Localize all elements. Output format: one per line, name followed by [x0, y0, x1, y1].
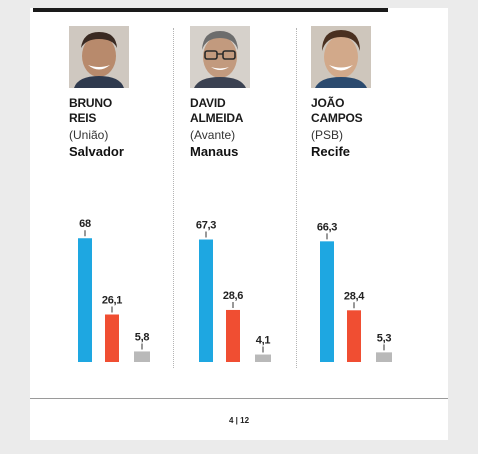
data-label: 68	[79, 218, 91, 230]
candidate-panel-1: BRUNO REIS (União) Salvador 68 26,1 5,8	[66, 22, 178, 372]
candidate-photo-1	[69, 26, 129, 88]
candidate-first-name: DAVID	[190, 96, 226, 110]
bar-chart-1: 68 26,1 5,8	[78, 218, 150, 362]
candidate-party-2: (Avante)	[190, 128, 236, 142]
page-number: 4 | 12	[228, 416, 250, 425]
bar-gray	[376, 352, 392, 362]
candidate-name-3: JOÃO CAMPOS	[311, 96, 421, 126]
candidate-first-name: BRUNO	[69, 96, 112, 110]
candidate-photo-2	[190, 26, 250, 88]
data-label: 5,8	[135, 331, 150, 343]
top-rule	[33, 8, 388, 12]
candidate-name-2: DAVID ALMEIDA	[190, 96, 300, 126]
panel-divider-1	[173, 28, 174, 368]
candidate-city-2: Manaus	[190, 144, 239, 159]
bar-chart-3: 66,3 28,4 5,3	[317, 221, 392, 362]
bar-red	[347, 310, 361, 362]
candidate-panel-2: DAVID ALMEIDA (Avante) Manaus 67,3 28,6 4,…	[187, 22, 299, 372]
candidate-city-3: Recife	[311, 144, 351, 159]
bar-red	[105, 314, 119, 362]
candidate-party-1: (União)	[69, 128, 109, 142]
candidate-last-name: REIS	[69, 111, 97, 125]
data-label: 4,1	[256, 335, 271, 347]
bar-blue	[199, 239, 213, 362]
candidate-photo-3	[311, 26, 371, 88]
data-label: 66,3	[317, 221, 337, 233]
data-label: 5,3	[377, 332, 392, 344]
candidate-first-name: JOÃO	[311, 96, 345, 110]
data-label: 67,3	[196, 220, 216, 232]
bar-red	[226, 309, 240, 362]
bar-chart-2: 67,3 28,6 4,1	[196, 220, 271, 362]
panel-divider-2	[296, 28, 297, 368]
data-label: 28,4	[344, 290, 365, 302]
candidate-last-name: CAMPOS	[311, 111, 363, 125]
bar-blue	[78, 238, 92, 362]
bar-blue	[320, 241, 334, 362]
data-label: 26,1	[102, 294, 122, 306]
data-label: 28,6	[223, 290, 243, 302]
candidate-last-name: ALMEIDA	[190, 111, 244, 125]
candidate-city-1: Salvador	[69, 144, 124, 159]
footer-rule	[30, 398, 448, 399]
candidate-name-1: BRUNO REIS	[69, 96, 179, 126]
candidate-panel-3: JOÃO CAMPOS (PSB) Recife 66,3 28,4 5,3	[308, 22, 420, 372]
candidate-party-3: (PSB)	[311, 128, 344, 142]
bar-gray	[255, 354, 271, 362]
bar-gray	[134, 351, 150, 362]
